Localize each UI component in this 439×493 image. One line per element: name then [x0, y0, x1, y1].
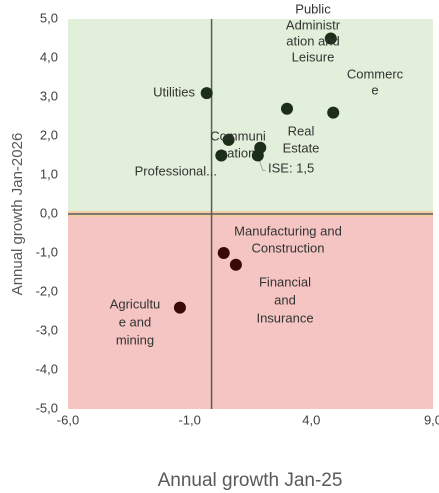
point [222, 133, 235, 146]
data-label: Construction [252, 240, 325, 255]
point [173, 301, 186, 314]
data-label: Estate [283, 140, 320, 155]
data-label: mining [116, 332, 154, 347]
data-label: Utilities [153, 84, 195, 99]
data-label: Professional... [135, 163, 217, 178]
data-label: e and [119, 314, 152, 329]
x-tick-label: -1,0 [178, 412, 200, 427]
point [215, 149, 228, 162]
y-tick-label: 4,0 [40, 49, 58, 64]
data-label: Manufacturing and [234, 223, 342, 238]
y-tick-label: -1,0 [36, 244, 58, 259]
region [68, 19, 433, 214]
point [251, 149, 264, 162]
data-label: Public [295, 1, 331, 16]
data-label: Communi [210, 128, 266, 143]
y-tick-label: 2,0 [40, 127, 58, 142]
data-label: Commerc [347, 66, 404, 81]
data-label: Leisure [292, 49, 335, 64]
point [217, 247, 230, 259]
point [281, 102, 293, 115]
x-tick-label: 4,0 [302, 412, 320, 427]
data-label: Agricultu [110, 296, 161, 311]
x-tick-label: -6,0 [57, 412, 79, 427]
data-label: ISE: 1,5 [268, 160, 314, 175]
point [229, 258, 242, 271]
x-axis-title: Annual growth Jan-25 [158, 470, 343, 491]
data-label: Real [288, 123, 315, 138]
data-label: and [274, 292, 296, 307]
point [327, 106, 340, 119]
data-label: e [371, 82, 378, 97]
data-label: ation and [286, 33, 340, 48]
y-tick-label: -3,0 [36, 322, 58, 337]
y-axis-title: Annual growth Jan-2026 [9, 133, 26, 296]
y-tick-label: -5,0 [36, 400, 58, 415]
data-label: Administr [286, 17, 341, 32]
data-label: Financial [259, 274, 311, 289]
y-tick-label: -4,0 [36, 361, 58, 376]
data-label: Insurance [256, 310, 313, 325]
region [68, 214, 433, 409]
y-tick-label: -2,0 [36, 283, 58, 298]
point [324, 32, 337, 45]
y-tick-label: 1,0 [40, 166, 58, 181]
point [200, 87, 213, 100]
x-tick-label: 9,0 [424, 412, 439, 427]
data-label: cation [221, 145, 256, 160]
y-tick-label: 0,0 [40, 205, 58, 220]
y-tick-label: 3,0 [40, 88, 58, 103]
y-tick-label: 5,0 [40, 10, 58, 25]
